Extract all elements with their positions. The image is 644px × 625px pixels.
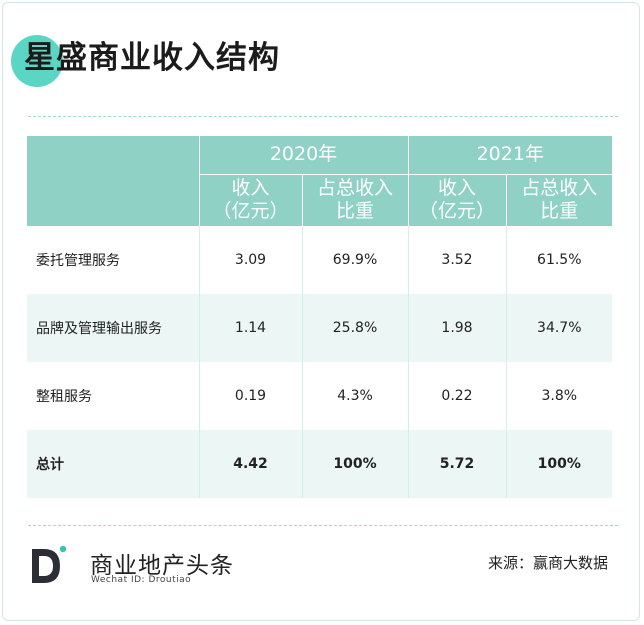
cell-revenue-2020: 0.19 (198, 362, 302, 430)
cell-share-2021: 34.7% (505, 294, 613, 362)
brand-logo-icon (32, 545, 66, 583)
title-accent-dot (11, 35, 63, 87)
row-label: 品牌及管理输出服务 (27, 294, 199, 362)
source-note: 来源：赢商大数据 (487, 554, 608, 572)
cell-revenue-2021: 3.52 (407, 226, 507, 294)
cell-share-2020: 4.3% (301, 362, 409, 430)
cell-share-2020: 100% (301, 430, 409, 498)
header-share-line2: 比重 (336, 200, 375, 223)
header-year-2020: 2020年 (198, 136, 409, 175)
brand-name: 商业地产头条 (90, 553, 234, 579)
top-divider (28, 116, 618, 117)
row-label: 整租服务 (36, 389, 92, 405)
cell-revenue-2020: 1.14 (198, 294, 302, 362)
header-share-line1: 占总收入 (521, 177, 598, 200)
bottom-divider (28, 525, 618, 526)
header-revenue-line2: （亿元） (212, 200, 289, 223)
header-revenue-line2: （亿元） (419, 200, 496, 223)
cell-share-2021: 3.8% (505, 362, 613, 430)
cell-revenue-2021: 1.98 (407, 294, 507, 362)
cell-share-2020: 69.9% (301, 226, 409, 294)
header-year-2021: 2021年 (407, 136, 613, 175)
table-row: 委托管理服务 3.09 69.9% 3.52 61.5% (27, 226, 613, 294)
header-revenue-2021: 收入 （亿元） (407, 174, 507, 226)
header-share-line1: 占总收入 (317, 177, 394, 200)
row-label: 总计 (27, 430, 199, 498)
cell-revenue-2020: 3.09 (198, 226, 302, 294)
table-row: 品牌及管理输出服务 1.14 25.8% 1.98 34.7% (27, 294, 613, 362)
header-share-2020: 占总收入 比重 (301, 174, 409, 226)
cell-share-2021: 61.5% (505, 226, 613, 294)
brand-wechat-id: Wechat ID: Droutiao (91, 575, 192, 585)
header-share-2021: 占总收入 比重 (505, 174, 613, 226)
cell-revenue-2021: 5.72 (407, 430, 507, 498)
header-blank (27, 136, 199, 226)
cell-share-2021: 100% (505, 430, 613, 498)
header-revenue-line1: 收入 (438, 177, 477, 200)
cell-share-2020: 25.8% (301, 294, 409, 362)
table-row-total: 总计 4.42 100% 5.72 100% (27, 430, 613, 498)
row-label: 委托管理服务 (36, 253, 120, 269)
header-revenue-2020: 收入 （亿元） (198, 174, 302, 226)
page-title: 星盛商业收入结构 (24, 40, 280, 76)
revenue-table: 2020年 2021年 收入 （亿元） 占总收入 比重 收入 （亿元） 占总收入… (27, 136, 613, 498)
table-row: 整租服务 0.19 4.3% 0.22 3.8% (27, 362, 613, 430)
cell-revenue-2021: 0.22 (407, 362, 507, 430)
header-revenue-line1: 收入 (231, 177, 270, 200)
header-share-line2: 比重 (540, 200, 579, 223)
cell-revenue-2020: 4.42 (198, 430, 302, 498)
